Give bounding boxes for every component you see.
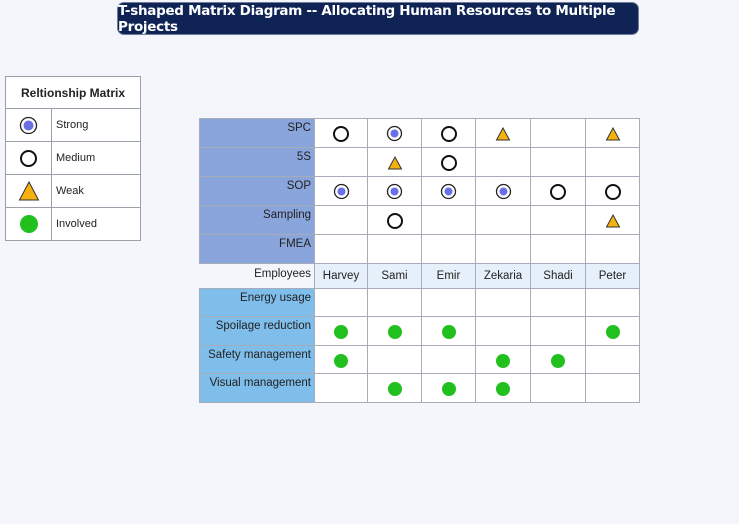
strong-relationship-icon: [495, 183, 512, 205]
legend-label: Involved: [56, 218, 97, 230]
legend-row: Strong: [6, 109, 140, 142]
matrix-cell: [475, 234, 531, 264]
matrix-cell: [421, 288, 476, 317]
employee-header: Emir: [421, 263, 476, 289]
row-header-top: 5S: [199, 147, 315, 177]
involved-icon: [6, 208, 52, 240]
involved-icon: [387, 324, 403, 345]
matrix-cell: [585, 316, 640, 346]
employee-header: Sami: [367, 263, 422, 289]
matrix-cell: [475, 205, 531, 235]
involved-icon: [441, 381, 457, 402]
matrix-cell: [314, 373, 368, 403]
legend-label: Weak: [56, 185, 84, 197]
matrix-cell: [585, 345, 640, 374]
employee-header: Zekaria: [475, 263, 531, 289]
legend-row: Involved: [6, 208, 140, 240]
page-title: T-shaped Matrix Diagram -- Allocating Hu…: [117, 2, 639, 35]
employee-header: Harvey: [314, 263, 368, 289]
matrix-cell: [585, 373, 640, 403]
strong-relationship-icon: [386, 125, 403, 147]
strong-relationship-icon: [386, 183, 403, 205]
matrix-cell: [585, 147, 640, 177]
matrix-cell: [421, 234, 476, 264]
matrix-cell: [367, 288, 422, 317]
legend-title: Reltionship Matrix: [6, 77, 140, 109]
matrix-cell: [367, 345, 422, 374]
involved-icon: [495, 353, 511, 374]
matrix-cell: [530, 205, 586, 235]
matrix-cell: [530, 288, 586, 317]
medium-relationship-icon: [386, 212, 404, 235]
matrix-cell: [475, 316, 531, 346]
legend-label: Medium: [56, 152, 96, 164]
involved-icon: [605, 324, 621, 345]
weak-relationship-icon: [6, 175, 52, 207]
matrix-cell: [314, 234, 368, 264]
matrix-cell: [314, 147, 368, 177]
weak-relationship-icon: [387, 155, 403, 176]
legend-label: Strong: [56, 119, 89, 131]
medium-relationship-icon: [440, 125, 458, 148]
medium-relationship-icon: [6, 142, 52, 174]
weak-relationship-icon: [605, 126, 621, 147]
medium-relationship-icon: [604, 183, 622, 206]
employee-header: Shadi: [530, 263, 586, 289]
row-header-bottom: Visual management: [199, 373, 315, 403]
employees-label: Employees: [254, 268, 311, 280]
involved-icon: [333, 324, 349, 345]
involved-icon: [333, 353, 349, 374]
row-header-top: SPC: [199, 118, 315, 148]
legend-row: Medium: [6, 142, 140, 175]
matrix-cell: [367, 234, 422, 264]
matrix-cell: [475, 147, 531, 177]
involved-icon: [550, 353, 566, 374]
matrix-cell: [475, 288, 531, 317]
matrix-cell: [585, 288, 640, 317]
medium-relationship-icon: [332, 125, 350, 148]
matrix-cell: [314, 288, 368, 317]
row-header-bottom: Safety management: [199, 345, 315, 374]
row-header-bottom: Energy usage: [199, 288, 315, 317]
involved-icon: [387, 381, 403, 402]
matrix-cell: [421, 205, 476, 235]
weak-relationship-icon: [495, 126, 511, 147]
matrix-cell: [530, 118, 586, 148]
strong-relationship-icon: [6, 109, 52, 141]
medium-relationship-icon: [440, 154, 458, 177]
matrix-cell: [530, 234, 586, 264]
matrix-cell: [530, 373, 586, 403]
row-header-top: FMEA: [199, 234, 315, 264]
row-header-top: SOP: [199, 176, 315, 206]
medium-relationship-icon: [549, 183, 567, 206]
matrix-cell: [314, 205, 368, 235]
involved-icon: [441, 324, 457, 345]
legend-table: Reltionship Matrix Strong Medium Weak In…: [5, 76, 141, 241]
employee-header: Peter: [585, 263, 640, 289]
matrix-cell: [530, 147, 586, 177]
involved-icon: [495, 381, 511, 402]
strong-relationship-icon: [440, 183, 457, 205]
row-header-top: Sampling: [199, 205, 315, 235]
matrix-cell: [421, 345, 476, 374]
weak-relationship-icon: [605, 213, 621, 234]
matrix-cell: [585, 234, 640, 264]
legend-row: Weak: [6, 175, 140, 208]
row-header-bottom: Spoilage reduction: [199, 316, 315, 346]
strong-relationship-icon: [333, 183, 350, 205]
matrix-cell: [530, 316, 586, 346]
